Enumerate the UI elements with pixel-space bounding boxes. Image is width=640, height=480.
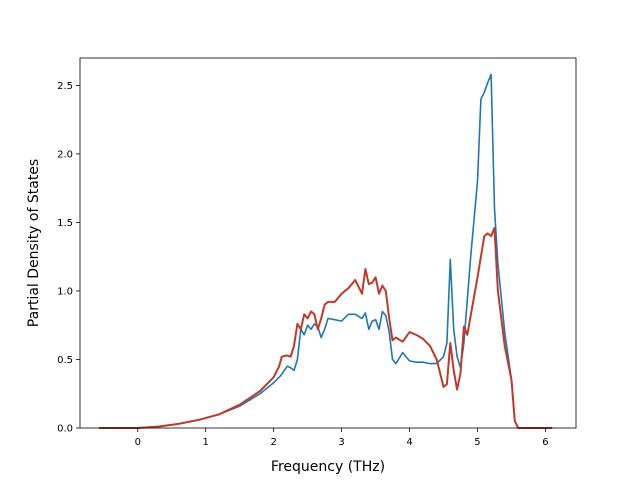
x-tick-label: 2 (270, 437, 276, 448)
x-tick-label: 6 (542, 437, 548, 448)
x-axis-label: Frequency (THz) (271, 459, 385, 475)
x-tick-label: 3 (338, 437, 344, 448)
series-line-1 (99, 73, 553, 429)
y-tick-label: 0.5 (57, 355, 73, 366)
x-tick-label: 5 (474, 437, 480, 448)
y-tick-label: 1.5 (57, 218, 73, 229)
y-tick-label: 2.0 (57, 149, 73, 160)
y-tick-label: 2.5 (57, 81, 73, 92)
y-tick-label: 1.0 (57, 286, 73, 297)
x-tick-label: 4 (406, 437, 412, 448)
x-tick-label: 1 (203, 437, 209, 448)
plot-lines (99, 73, 553, 429)
series-line-2 (99, 226, 553, 429)
x-tick-label: 0 (135, 437, 141, 448)
y-tick-label: 0.0 (57, 424, 73, 435)
x-axis-ticks: 0 1 2 3 4 5 6 (135, 428, 549, 448)
plot-frame (79, 57, 577, 429)
y-axis-ticks: 0.0 0.5 1.0 1.5 2.0 2.5 (57, 81, 80, 435)
y-axis-label: Partial Density of States (26, 159, 42, 327)
